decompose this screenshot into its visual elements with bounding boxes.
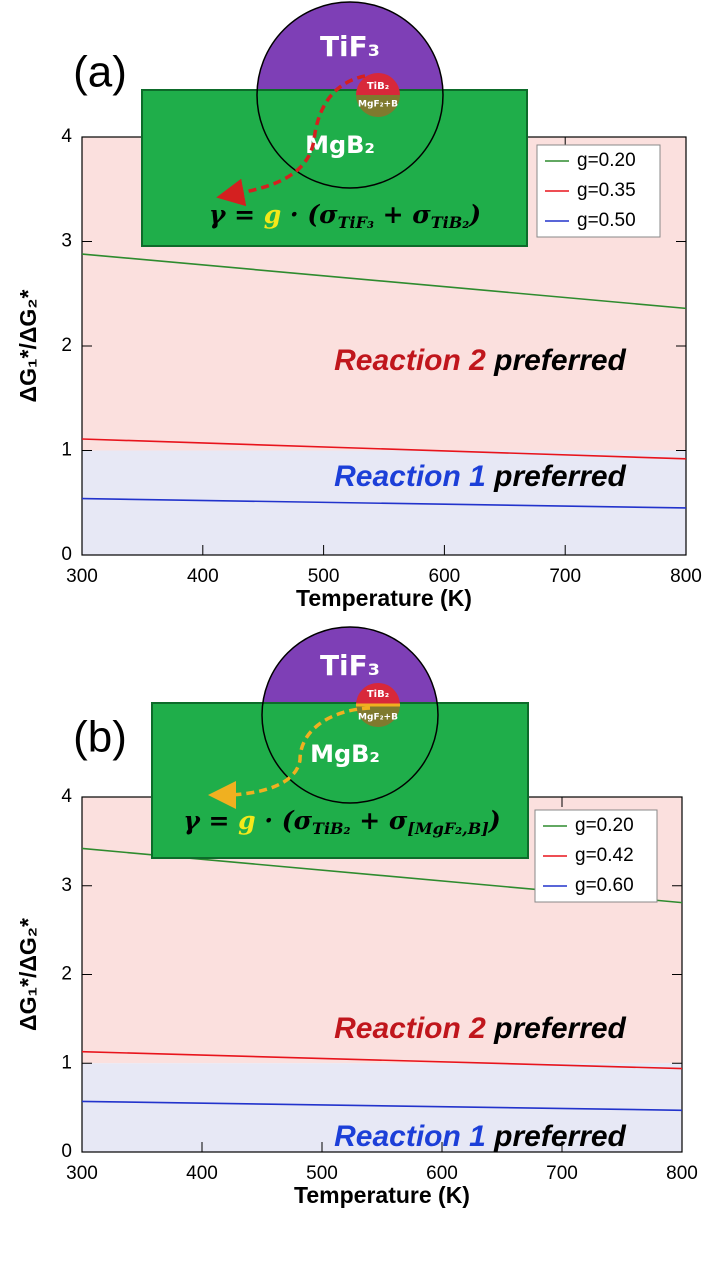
y-tick-label: 0 xyxy=(61,1141,72,1162)
x-tick-label: 700 xyxy=(549,566,581,587)
series-line xyxy=(81,497,687,509)
formula: γ = g · (σTiB₂ + σ[MgF₂,B]) xyxy=(183,806,500,838)
y-tick-label: 4 xyxy=(61,126,72,147)
product-label: TiB₂ xyxy=(367,81,389,92)
particle-label: TiF₃ xyxy=(320,30,380,63)
annotation-part: preferred xyxy=(486,460,627,493)
formula-sub: [MgF₂,B] xyxy=(407,819,489,838)
annotation-part: preferred xyxy=(486,1012,627,1045)
formula-sub: TiF₃ xyxy=(338,213,374,232)
x-axis-label: Temperature (K) xyxy=(296,585,472,611)
legend-label: g=0.20 xyxy=(577,150,636,171)
x-tick-label: 700 xyxy=(546,1163,578,1184)
y-tick-label: 3 xyxy=(61,875,72,896)
annotation: Reaction 2 preferred xyxy=(334,1012,626,1045)
series-line xyxy=(81,438,687,460)
formula-part: γ = xyxy=(209,200,264,229)
y-tick-label: 0 xyxy=(61,544,72,565)
annotation-part: Reaction 2 xyxy=(334,344,486,377)
particle-outline xyxy=(256,1,444,189)
y-tick-label: 1 xyxy=(61,440,72,461)
particle-outline xyxy=(261,626,439,804)
panel-label: (a) xyxy=(73,48,127,97)
y-axis-label: ΔG₁*/ΔG₂* xyxy=(15,290,41,403)
x-tick-label: 600 xyxy=(426,1163,458,1184)
x-tick-label: 400 xyxy=(187,566,219,587)
y-tick-label: 2 xyxy=(61,335,72,356)
formula-part: · (σ xyxy=(281,200,338,229)
x-tick-label: 500 xyxy=(306,1163,338,1184)
substrate-label: MgB₂ xyxy=(310,740,380,768)
formula-part: ) xyxy=(488,806,501,835)
formula-sub: TiB₂ xyxy=(431,213,470,232)
formula-part: γ = xyxy=(183,806,238,835)
annotation-part: preferred xyxy=(486,1120,627,1153)
region xyxy=(82,1063,682,1152)
annotation-part: Reaction 1 xyxy=(334,460,486,493)
y-tick-label: 4 xyxy=(61,786,72,807)
y-axis-label: ΔG₁*/ΔG₂* xyxy=(15,918,41,1031)
annotation: Reaction 2 preferred xyxy=(334,344,626,377)
interface xyxy=(356,95,400,117)
interface-label: MgF₂+B xyxy=(358,713,398,723)
substrate xyxy=(151,702,529,859)
product xyxy=(356,683,400,705)
inset-a: TiF₃ TiB₂ MgF₂+B MgB₂ γ = g · (σTiF₃ + σ… xyxy=(73,1,528,247)
series-line xyxy=(81,1100,683,1112)
legend-label: g=0.50 xyxy=(577,210,636,231)
formula-sub: TiB₂ xyxy=(312,819,351,838)
substrate-label: MgB₂ xyxy=(305,131,375,159)
formula-part: ) xyxy=(468,200,481,229)
x-tick-label: 600 xyxy=(429,566,461,587)
x-tick-label: 800 xyxy=(666,1163,698,1184)
annotation-part: Reaction 2 xyxy=(334,1012,486,1045)
panel-label: (b) xyxy=(73,713,127,762)
x-tick-label: 300 xyxy=(66,566,98,587)
product-label: TiB₂ xyxy=(367,689,389,700)
product xyxy=(356,73,400,95)
x-tick-label: 300 xyxy=(66,1163,98,1184)
particle-label: TiF₃ xyxy=(320,649,380,682)
arrow xyxy=(216,74,366,207)
y-tick-label: 1 xyxy=(61,1052,72,1073)
x-tick-label: 500 xyxy=(308,566,340,587)
legend-label: g=0.20 xyxy=(575,815,634,836)
legend-label: g=0.60 xyxy=(575,875,634,896)
formula-part: + σ xyxy=(374,200,431,229)
x-tick-label: 800 xyxy=(670,566,702,587)
x-axis-label: Temperature (K) xyxy=(294,1182,470,1208)
arrow xyxy=(208,706,371,809)
series-line xyxy=(81,253,687,310)
interface xyxy=(356,705,400,727)
formula-part: · (σ xyxy=(256,806,313,835)
annotation-part: Reaction 1 xyxy=(334,1120,486,1153)
inset-b: TiF₃ TiB₂ MgF₂+B MgB₂ γ = g · (σTiB₂ + σ… xyxy=(73,626,529,859)
x-tick-label: 400 xyxy=(186,1163,218,1184)
annotation: Reaction 1 preferred xyxy=(334,1120,626,1153)
series-line xyxy=(81,1050,683,1070)
legend-label: g=0.35 xyxy=(577,180,636,201)
formula-part: g xyxy=(238,806,255,835)
y-tick-label: 3 xyxy=(61,231,72,252)
annotation-part: preferred xyxy=(486,344,627,377)
interface-label: MgF₂+B xyxy=(358,100,398,110)
annotation: Reaction 1 preferred xyxy=(334,460,626,493)
y-tick-label: 2 xyxy=(61,964,72,985)
formula-part: + σ xyxy=(351,806,408,835)
formula: γ = g · (σTiF₃ + σTiB₂) xyxy=(209,200,481,232)
legend-label: g=0.42 xyxy=(575,845,634,866)
substrate xyxy=(141,89,528,247)
formula-part: g xyxy=(264,200,281,229)
